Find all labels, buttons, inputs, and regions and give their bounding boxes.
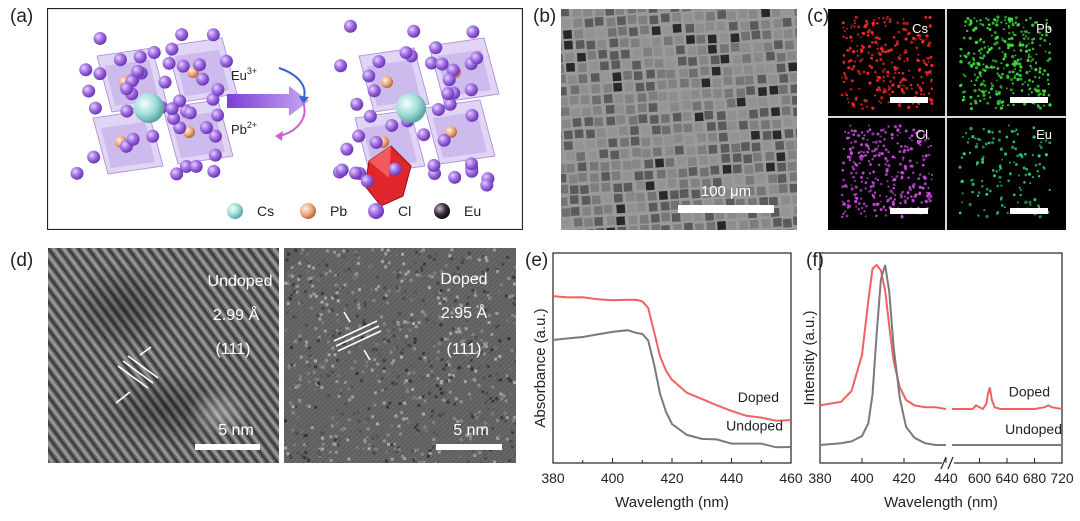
x-tick-label: 640: [995, 470, 1019, 486]
eds-cl-label: Cl: [916, 127, 928, 142]
undoped-lattice: [70, 28, 238, 181]
eds-scale-bar: [890, 208, 928, 214]
undoped-title: Undoped: [208, 273, 273, 290]
undoped-scale-label: 5 nm: [218, 422, 254, 439]
x-tick-label: 440: [720, 470, 744, 486]
x-tick-label: 420: [660, 470, 684, 486]
lattice-spacing-marker: [333, 311, 382, 361]
legend-cl: Cl: [398, 203, 411, 219]
doped-scale-bar: [436, 444, 502, 450]
y-axis-label: Intensity (a.u.): [801, 310, 818, 405]
undoped-scale-bar: [195, 444, 260, 450]
panel-b-scale-label: 100 μm: [701, 183, 751, 200]
doped-lattice: [332, 19, 500, 207]
doped-title: Doped: [440, 271, 487, 288]
panel-e-absorbance-chart: 380 400 420 440 460 Doped Undoped Wavelength (n…: [533, 252, 803, 511]
doped-scale-label: 5 nm: [453, 422, 489, 439]
eu-atom-icon: [434, 203, 450, 219]
x-tick-label: 400: [850, 470, 874, 486]
panel-c-label: (c): [807, 6, 830, 27]
exchange-arrow: [227, 67, 309, 141]
arrow-bottom-label: Pb2+: [231, 120, 257, 137]
undoped-d-spacing: 2.99 Å: [213, 305, 260, 324]
panel-a-crystal-schematic: Eu3+ Pb2+ Cs Pb Cl Eu: [47, 8, 523, 230]
axis-break-mark: [940, 456, 947, 470]
arrow-top-label: Eu3+: [231, 66, 257, 83]
panel-d-hrtem-doped: Doped 2.95 Å (111) 5 nm: [284, 248, 516, 463]
x-axis-label: Wavelength (nm): [615, 494, 729, 511]
legend-eu: Eu: [464, 203, 481, 219]
panel-b-scale-bar: [678, 205, 774, 213]
x-tick-label: 380: [541, 470, 565, 486]
eds-scale-bar: [1010, 208, 1048, 214]
panel-b-tem-image: 100 μm: [561, 9, 797, 230]
x-tick-label: 400: [601, 470, 625, 486]
cs-atom: [134, 93, 164, 123]
panel-d-hrtem-undoped: Undoped 2.99 Å (111) 5 nm: [48, 248, 279, 463]
atom-legend: Cs Pb Cl Eu: [227, 203, 481, 219]
eds-eu-label: Eu: [1036, 127, 1052, 142]
eds-cs-label: Cs: [912, 21, 928, 36]
panel-c-eds-maps: Cs Pb Cl Eu: [828, 9, 1066, 230]
series-line-doped: [819, 263, 947, 410]
panel-b-label: (b): [533, 6, 557, 27]
legend-cs: Cs: [257, 203, 274, 219]
series-label-doped: Doped: [738, 389, 779, 405]
cs-atom-icon: [227, 203, 243, 219]
series-line-doped: [552, 295, 792, 422]
x-axis-label: Wavelength (nm): [884, 494, 998, 511]
series-label-undoped: Undoped: [726, 417, 783, 433]
x-tick-label: 380: [808, 470, 832, 486]
x-tick-label: 440: [934, 470, 958, 486]
x-tick-label: 420: [892, 470, 916, 486]
eds-scale-bar: [890, 97, 928, 103]
series-label-doped: Doped: [1009, 383, 1050, 399]
doped-d-spacing: 2.95 Å: [441, 303, 488, 322]
series-line-undoped: [552, 329, 792, 449]
lattice-spacing-marker: [115, 346, 159, 404]
eds-scale-bar: [1010, 97, 1048, 103]
series-line-undoped: [819, 264, 946, 446]
doped-plane: (111): [447, 341, 482, 358]
axis-break-mark: [947, 456, 954, 470]
legend-pb: Pb: [330, 203, 347, 219]
series-line-doped: [952, 387, 1063, 411]
eds-pb-label: Pb: [1036, 21, 1052, 36]
y-axis-label: Absorbance (a.u.): [533, 308, 549, 427]
panel-a-label: (a): [10, 6, 34, 27]
undoped-plane: (111): [216, 341, 251, 358]
x-tick-label: 600: [968, 470, 992, 486]
pb-atom-icon: [300, 203, 316, 219]
x-tick-label: 720: [1050, 470, 1074, 486]
cl-atom-icon: [368, 203, 384, 219]
panel-f-pl-chart: 380 400 420 440 600 640 680 720 Doped Undoped Wave…: [801, 252, 1074, 511]
x-tick-label: 680: [1023, 470, 1047, 486]
series-label-undoped: Undoped: [1005, 421, 1062, 437]
panel-d-label: (d): [10, 250, 34, 271]
x-tick-label: 460: [779, 470, 803, 486]
cs-atom: [396, 93, 426, 123]
plot-frame: [819, 252, 1063, 464]
panel-e-label: (e): [525, 250, 549, 271]
